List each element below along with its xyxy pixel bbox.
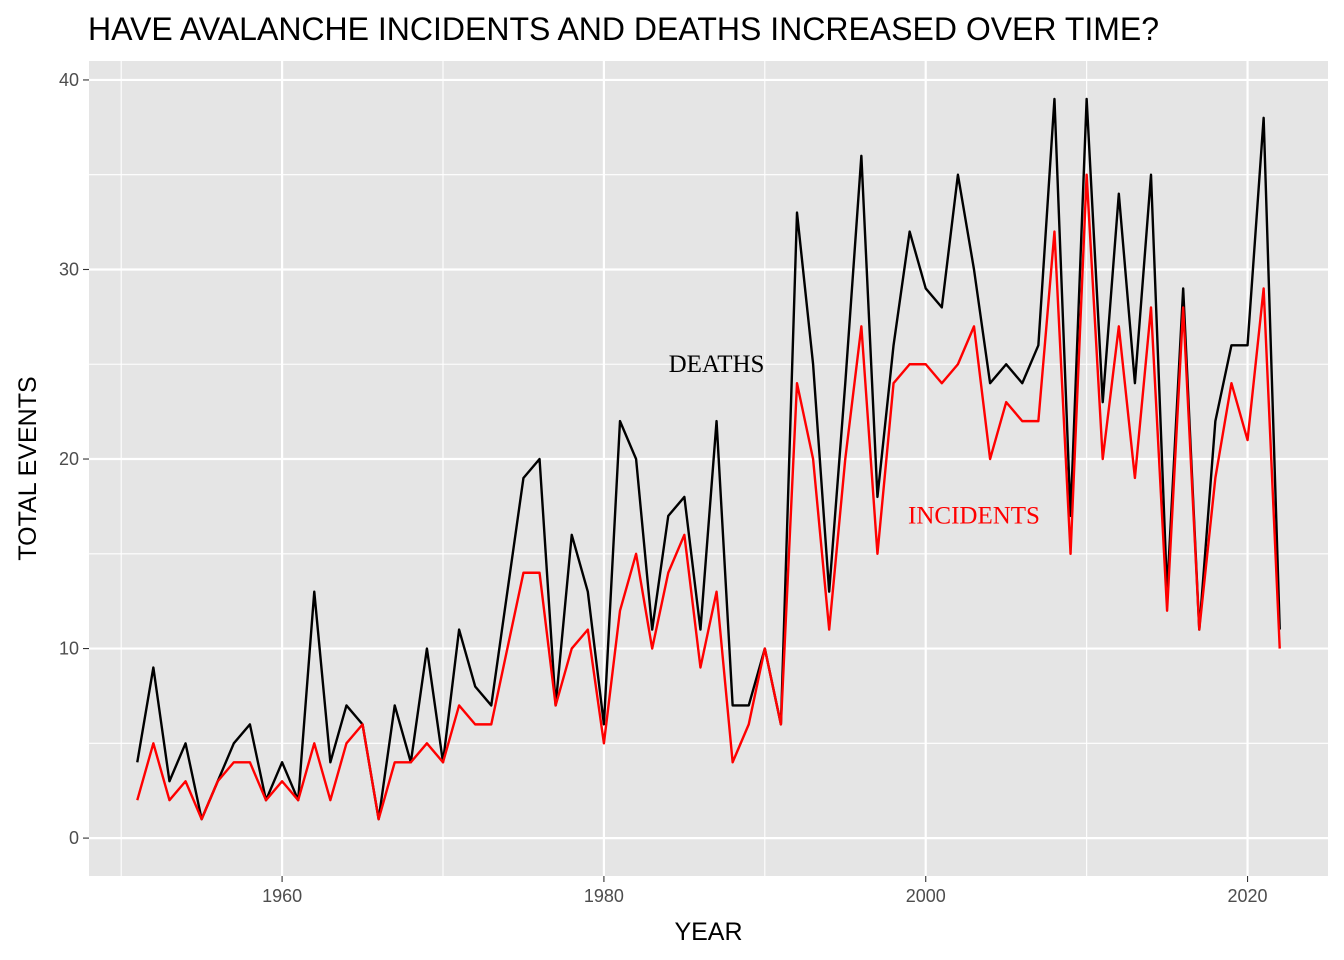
y-tick-label: 30 — [59, 259, 79, 279]
grid-major — [89, 61, 1328, 876]
y-tick-label: 40 — [59, 70, 79, 90]
plot-panel — [89, 61, 1328, 876]
y-axis: 0 10 20 30 40 — [59, 70, 89, 848]
x-tick-label: 2000 — [906, 886, 946, 906]
y-tick-label: 10 — [59, 639, 79, 659]
x-axis: 1960 1980 2000 2020 — [262, 876, 1268, 906]
x-axis-title: YEAR — [674, 918, 742, 946]
x-tick-label: 1980 — [584, 886, 624, 906]
series-layer — [136, 97, 1281, 821]
y-tick-label: 20 — [59, 449, 79, 469]
series-line-incidents — [136, 173, 1281, 821]
annotation-label-incidents: INCIDENTS — [908, 502, 1040, 529]
chart-title: HAVE AVALANCHE INCIDENTS AND DEATHS INCR… — [88, 11, 1159, 47]
x-tick-label: 1960 — [262, 886, 302, 906]
y-axis-title: TOTAL EVENTS — [14, 376, 42, 560]
annotation-label-deaths: DEATHS — [669, 351, 765, 378]
series-line-deaths — [136, 97, 1281, 821]
x-tick-label: 2020 — [1228, 886, 1268, 906]
y-tick-label: 0 — [69, 828, 79, 848]
annotation-layer: DEATHS INCIDENTS — [669, 351, 1040, 530]
